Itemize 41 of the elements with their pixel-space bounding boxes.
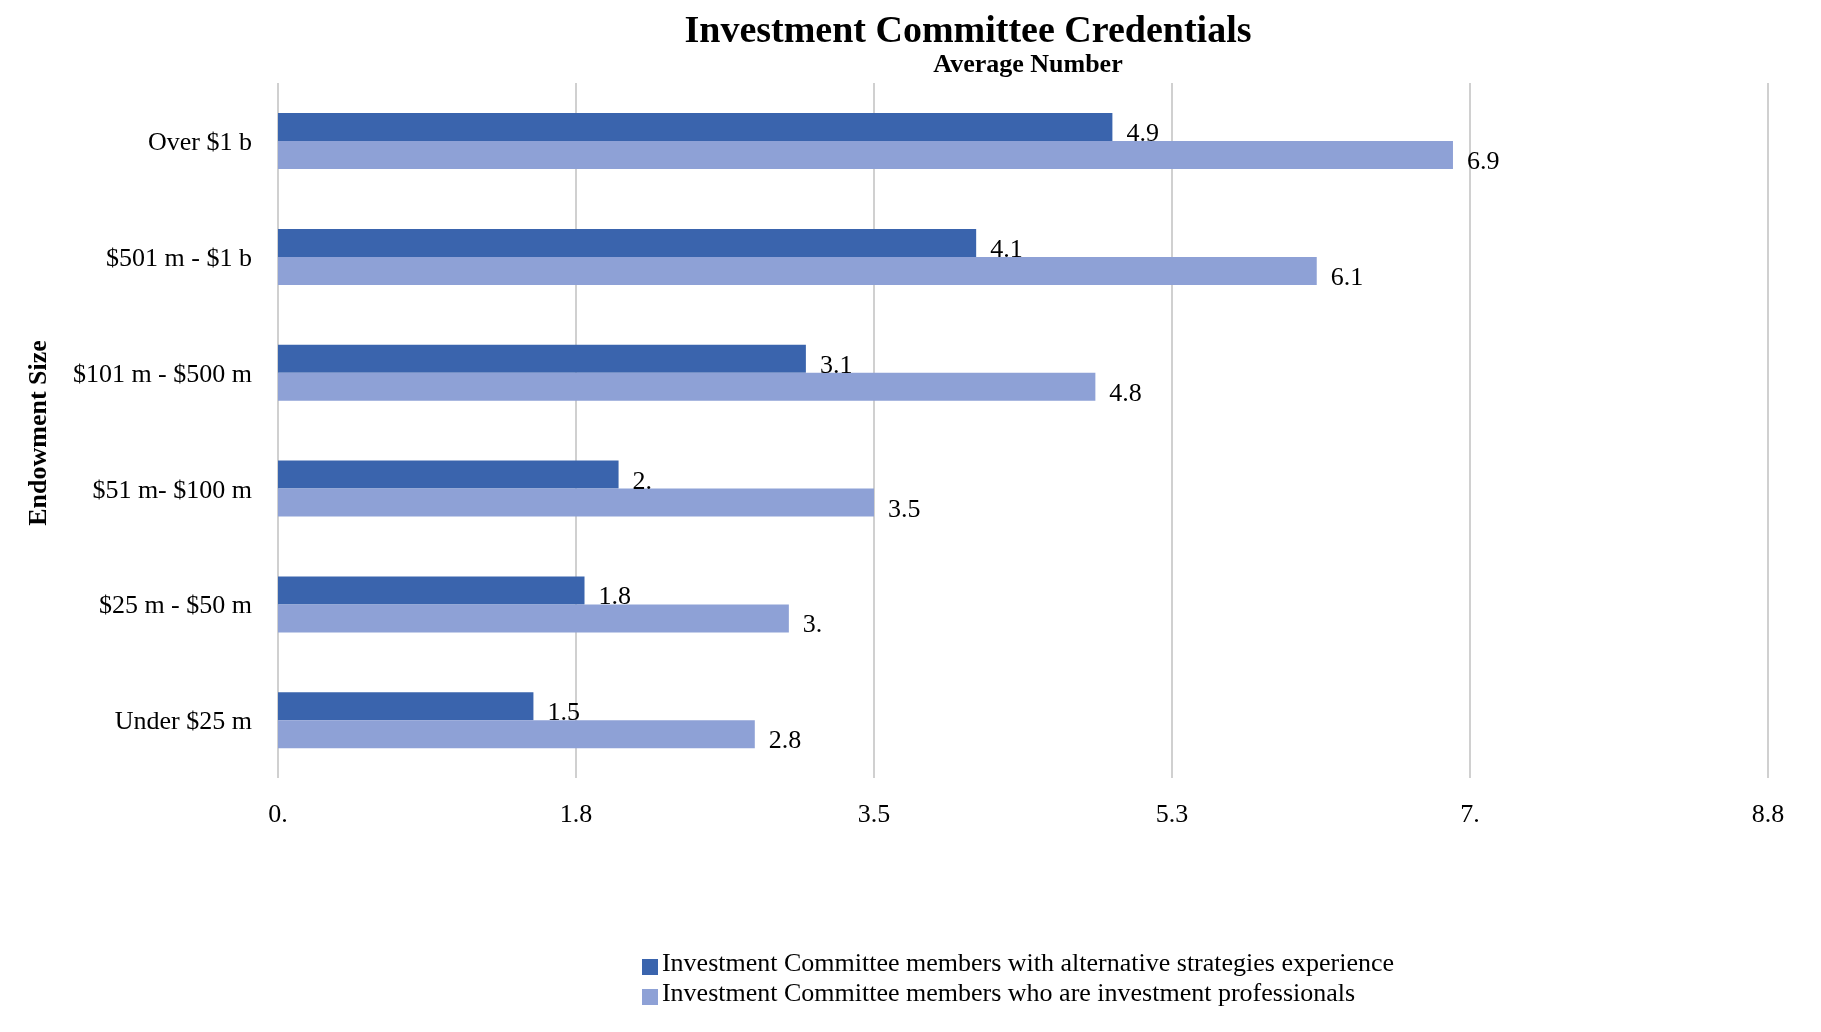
legend-label: Investment Committee members who are investment professionals: [661, 978, 1356, 1007]
data-label: 6.9: [1466, 146, 1500, 176]
y-tick-label: $101 m - $500 m: [72, 358, 252, 388]
bar: [278, 604, 789, 633]
x-tick-label: 5.3: [1155, 799, 1189, 829]
chart-subtitle: Average Number: [932, 49, 1124, 78]
bar: [278, 228, 977, 257]
bar: [278, 344, 806, 373]
chart-title: Investment Committee Credentials: [683, 8, 1253, 50]
data-label: 2.8: [768, 725, 802, 755]
bar: [278, 141, 1453, 170]
bar: [278, 576, 585, 605]
data-label: 2.: [632, 465, 653, 495]
y-tick-label: Under $25 m: [114, 706, 252, 736]
data-label: 1.5: [547, 697, 580, 727]
bar: [278, 720, 755, 749]
data-label: 3.: [802, 609, 823, 639]
data-label: 4.9: [1126, 118, 1159, 148]
bar: [278, 488, 874, 517]
legend-label: Investment Committee members with alternative strategies experience: [661, 948, 1395, 977]
x-tick-label: 0.: [268, 799, 288, 829]
x-tick-label: 7.: [1460, 799, 1480, 829]
y-tick-label: $501 m - $1 b: [106, 242, 252, 272]
y-tick-label: $51 m- $100 m: [92, 474, 252, 504]
data-label: 6.1: [1330, 261, 1364, 291]
bar: [278, 460, 619, 489]
bar: [278, 692, 534, 721]
data-label: 1.8: [598, 581, 632, 611]
y-tick-label: $25 m - $50 m: [98, 590, 252, 620]
bar: [278, 256, 1317, 285]
x-tick-label: 1.8: [559, 799, 593, 829]
y-axis-title: Endowment Size: [23, 339, 53, 528]
x-tick-label: 8.8: [1751, 799, 1785, 829]
bar: [278, 372, 1096, 401]
data-label: 4.1: [990, 233, 1023, 263]
x-tick-label: 3.5: [857, 799, 891, 829]
data-label: 3.1: [819, 349, 853, 379]
data-label: 4.8: [1109, 377, 1142, 407]
data-label: 3.5: [888, 493, 921, 523]
y-tick-label: Over $1 b: [148, 127, 252, 157]
bar: [278, 113, 1113, 142]
